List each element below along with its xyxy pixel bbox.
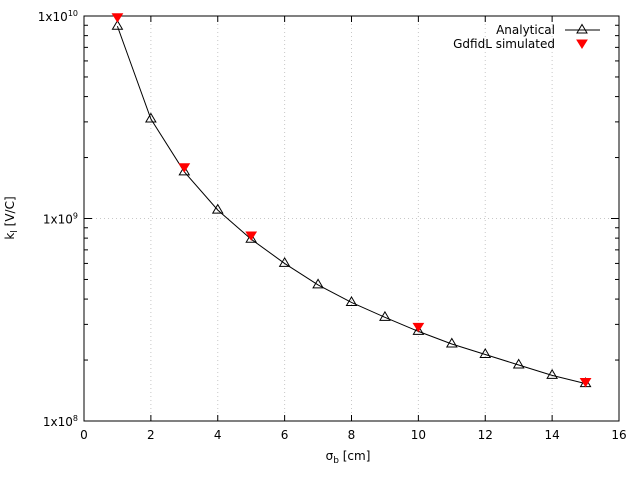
x-tick-label: 14 bbox=[544, 428, 559, 442]
grid bbox=[84, 16, 619, 421]
data-point bbox=[345, 295, 358, 306]
y-tick-label: 1x109 bbox=[43, 212, 78, 227]
x-tick-label: 16 bbox=[611, 428, 626, 442]
data-point bbox=[111, 13, 124, 23]
data-point bbox=[111, 19, 124, 30]
data-point bbox=[579, 377, 592, 388]
data-point bbox=[145, 112, 157, 123]
series-gdfidl-simulated bbox=[111, 13, 592, 388]
x-axis-label: σb [cm] bbox=[326, 449, 371, 466]
x-tick-label: 8 bbox=[348, 428, 356, 442]
x-tick-labels: 0 2 4 6 8 10 12 14 16 bbox=[80, 428, 626, 442]
series bbox=[111, 13, 592, 388]
data-point bbox=[546, 368, 558, 379]
data-point bbox=[245, 231, 258, 241]
series-line bbox=[116, 26, 586, 385]
y-tick-label: 1x1010 bbox=[38, 9, 78, 24]
x-tick-label: 10 bbox=[411, 428, 426, 442]
data-point bbox=[445, 337, 458, 348]
data-point bbox=[278, 256, 291, 267]
x-tick-label: 6 bbox=[281, 428, 289, 442]
series-analytical bbox=[111, 19, 592, 388]
data-point bbox=[178, 163, 191, 173]
y-tick-labels: 1x108 1x109 1x1010 bbox=[38, 9, 78, 429]
legend-marker-gdfidl bbox=[576, 39, 588, 49]
x-tick-label: 0 bbox=[80, 428, 88, 442]
legend-marker-analytical bbox=[576, 23, 588, 34]
data-point bbox=[211, 203, 224, 214]
data-point bbox=[412, 322, 425, 333]
legend-label-gdfidl: GdfidL simulated bbox=[453, 37, 555, 51]
x-tick-label: 12 bbox=[478, 428, 493, 442]
legend-label-analytical: Analytical bbox=[496, 23, 555, 37]
data-point bbox=[412, 324, 425, 335]
x-tick-label: 2 bbox=[147, 428, 155, 442]
y-axis-label: kl [V/C] bbox=[3, 196, 20, 239]
x-tick-label: 4 bbox=[214, 428, 222, 442]
data-point bbox=[245, 232, 258, 243]
data-point bbox=[178, 165, 191, 176]
data-point bbox=[379, 310, 391, 321]
data-point bbox=[512, 358, 525, 369]
y-tick-label: 1x108 bbox=[43, 414, 78, 429]
axis-ticks bbox=[83, 15, 620, 422]
data-point bbox=[312, 278, 324, 289]
data-point bbox=[479, 348, 492, 359]
legend: Analytical GdfidL simulated bbox=[453, 23, 600, 51]
